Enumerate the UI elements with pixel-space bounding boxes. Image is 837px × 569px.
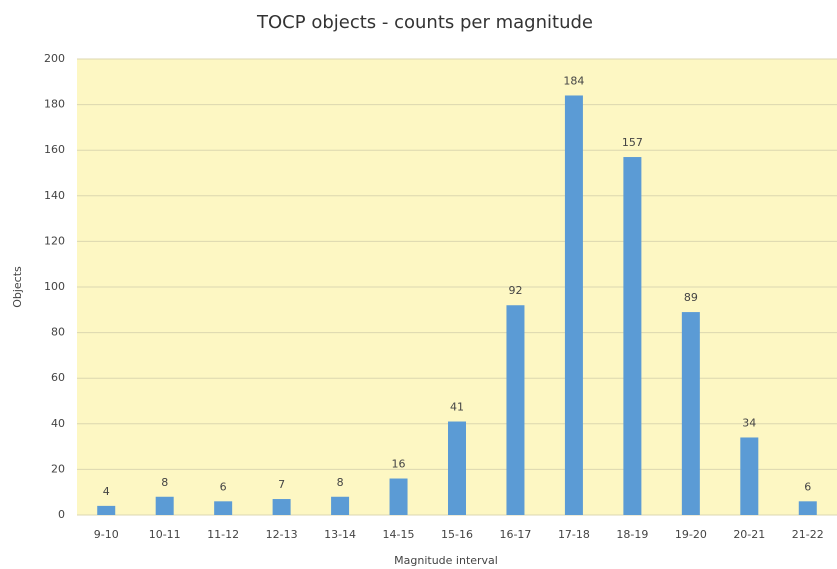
y-tick-label: 20 <box>51 462 65 475</box>
y-tick-label: 120 <box>44 234 65 247</box>
x-tick-label: 18-19 <box>616 528 648 541</box>
data-label: 8 <box>161 476 168 489</box>
chart-title: TOCP objects - counts per magnitude <box>256 12 593 33</box>
x-tick-label: 12-13 <box>266 528 298 541</box>
x-tick-label: 9-10 <box>94 528 119 541</box>
bar <box>798 501 817 515</box>
data-label: 8 <box>337 476 344 489</box>
bar <box>97 505 116 515</box>
bar <box>155 496 174 515</box>
x-tick-label: 20-21 <box>733 528 765 541</box>
x-axis-label: Magnitude interval <box>394 554 498 567</box>
data-label: 7 <box>278 478 285 491</box>
data-label: 6 <box>804 480 811 493</box>
x-tick-label: 21-22 <box>792 528 824 541</box>
bar <box>506 305 525 515</box>
x-tick-label: 16-17 <box>499 528 531 541</box>
y-tick-label: 40 <box>51 417 65 430</box>
y-tick-label: 100 <box>44 280 65 293</box>
y-axis-label: Objects <box>11 266 24 308</box>
x-tick-label: 19-20 <box>675 528 707 541</box>
y-tick-label: 60 <box>51 371 65 384</box>
data-label: 184 <box>563 74 584 87</box>
data-label: 41 <box>450 401 464 414</box>
data-label: 157 <box>622 136 643 149</box>
data-label: 16 <box>392 458 406 471</box>
x-tick-label: 11-12 <box>207 528 239 541</box>
x-tick-label: 15-16 <box>441 528 473 541</box>
bar <box>214 501 233 515</box>
y-tick-label: 80 <box>51 326 65 339</box>
x-tick-label: 13-14 <box>324 528 356 541</box>
bar <box>623 157 642 516</box>
bar <box>448 421 466 515</box>
bar <box>331 496 350 515</box>
x-tick-label: 17-18 <box>558 528 590 541</box>
data-label: 6 <box>220 480 227 493</box>
y-tick-label: 180 <box>44 98 65 111</box>
data-label: 89 <box>684 291 698 304</box>
data-label: 4 <box>103 485 110 498</box>
bar <box>272 499 291 515</box>
y-tick-label: 140 <box>44 189 65 202</box>
y-tick-label: 0 <box>58 508 65 521</box>
y-tick-label: 200 <box>44 52 65 65</box>
bar <box>740 437 759 515</box>
y-tick-label: 160 <box>44 143 65 156</box>
data-label: 92 <box>508 284 522 297</box>
x-tick-label: 14-15 <box>383 528 415 541</box>
bar <box>564 95 583 515</box>
bar <box>681 312 700 515</box>
bar <box>389 478 408 515</box>
data-label: 34 <box>742 416 756 429</box>
x-tick-label: 10-11 <box>149 528 181 541</box>
